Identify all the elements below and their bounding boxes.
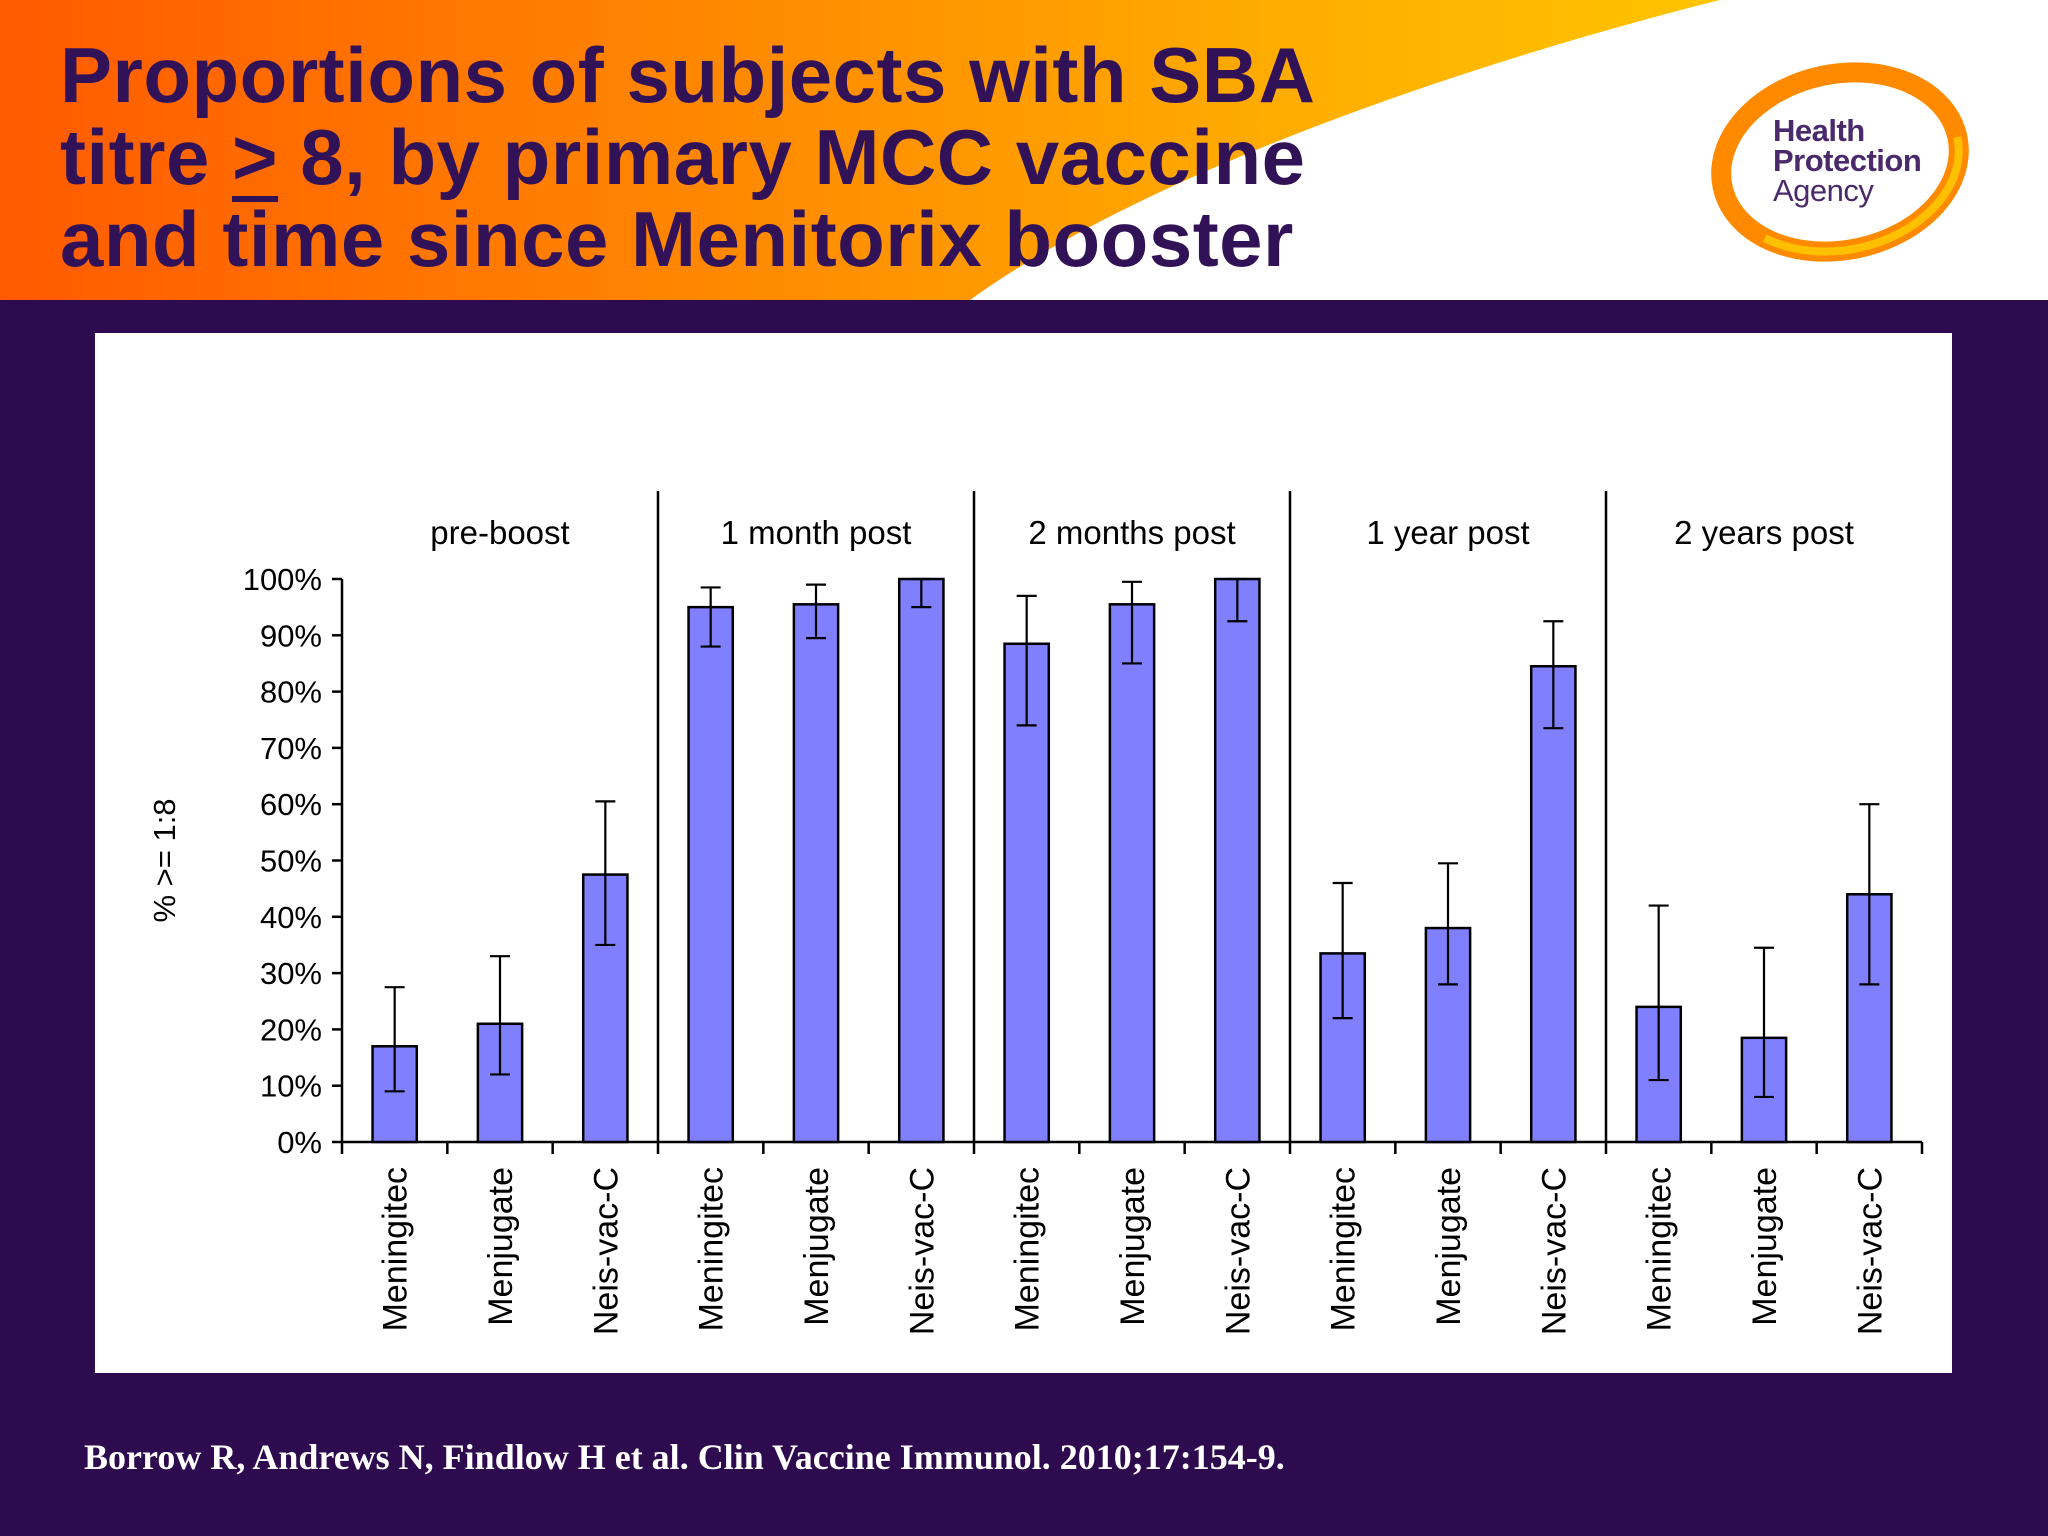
logo-word-health: Health xyxy=(1773,113,1865,148)
y-tick-label: 10% xyxy=(260,1069,322,1104)
bar-neis-vac-c xyxy=(897,577,945,1144)
y-tick-label: 20% xyxy=(260,1012,322,1047)
x-category-label: Menjugate xyxy=(1430,1167,1468,1326)
x-category-label: Meningitec xyxy=(1641,1167,1679,1331)
hpa-logo: Health Protection Agency xyxy=(1705,52,1975,272)
y-tick-label: 0% xyxy=(277,1125,322,1160)
bar-meningitec xyxy=(687,605,735,1144)
logo-ring-graphic xyxy=(1711,62,1969,262)
y-tick-label: 80% xyxy=(260,675,322,710)
group-label: 2 months post xyxy=(1028,514,1235,551)
bar-menjugate xyxy=(1108,603,1156,1144)
citation: Borrow R, Andrews N, Findlow H et al. Cl… xyxy=(84,1437,1285,1477)
y-tick-label: 100% xyxy=(243,562,322,597)
group-label: 1 year post xyxy=(1366,514,1529,551)
y-tick-label: 70% xyxy=(260,731,322,766)
y-tick-label: 50% xyxy=(260,844,322,879)
orange-swoosh-graphic xyxy=(0,0,1720,300)
y-tick-label: 90% xyxy=(260,618,322,653)
x-category-label: Meningitec xyxy=(693,1167,731,1331)
x-category-label: Meningitec xyxy=(1325,1167,1363,1331)
x-category-label: Neis-vac-C xyxy=(903,1167,941,1335)
group-label: 1 month post xyxy=(721,514,912,551)
slide-header: Proportions of subjects with SBA titre >… xyxy=(0,0,2048,300)
title-line-1: Proportions of subjects with SBA xyxy=(60,31,1316,119)
x-category-label: Menjugate xyxy=(1746,1167,1784,1326)
group-label: 2 years post xyxy=(1674,514,1854,551)
title-line-2-post: 8, by primary MCC vaccine xyxy=(278,113,1306,201)
bar-meningitec xyxy=(1003,642,1051,1144)
slide-title: Proportions of subjects with SBA titre >… xyxy=(60,34,1420,280)
title-line-2-pre: titre xyxy=(60,113,233,201)
chart-panel: 0% 10% 20% 30% 40% 50% 60% 70% 80% 90% 100% % >= 1:… xyxy=(95,333,1952,1373)
bar-menjugate xyxy=(792,603,840,1144)
x-category-label: Menjugate xyxy=(482,1167,520,1326)
group-label: pre-boost xyxy=(430,514,569,551)
y-tick-label: 30% xyxy=(260,956,322,991)
x-category-label: Meningitec xyxy=(377,1167,415,1331)
y-tick-label: 40% xyxy=(260,900,322,935)
bar-neis-vac-c xyxy=(1529,665,1577,1144)
logo-word-protection: Protection xyxy=(1773,143,1922,178)
y-tick-label: 60% xyxy=(260,787,322,822)
x-category-label: Menjugate xyxy=(798,1167,836,1326)
x-category-label: Menjugate xyxy=(1114,1167,1152,1326)
x-category-label: Neis-vac-C xyxy=(1851,1167,1889,1335)
greater-equal-symbol: > xyxy=(232,113,279,201)
logo-text: Health Protection Agency xyxy=(1773,113,1922,208)
title-line-3: and time since Menitorix booster xyxy=(60,195,1294,283)
x-category-label: Meningitec xyxy=(1009,1167,1047,1331)
bar-neis-vac-c xyxy=(1213,577,1261,1144)
logo-word-agency: Agency xyxy=(1773,173,1874,208)
x-category-label: Neis-vac-C xyxy=(587,1167,625,1335)
bar-chart: 0% 10% 20% 30% 40% 50% 60% 70% 80% 90% 100% % >= 1:… xyxy=(147,491,1924,1335)
x-category-label: Neis-vac-C xyxy=(1219,1167,1257,1335)
y-axis-title: % >= 1:8 xyxy=(147,798,182,922)
x-category-label: Neis-vac-C xyxy=(1535,1167,1573,1335)
